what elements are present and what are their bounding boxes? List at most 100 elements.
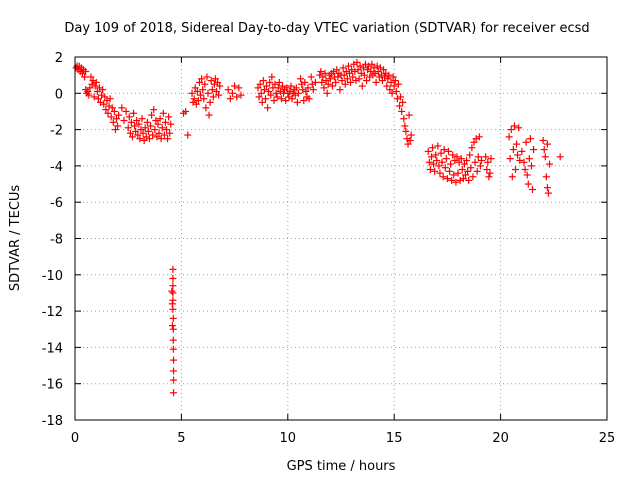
data-point (300, 97, 308, 105)
data-point (144, 127, 152, 135)
data-point (287, 82, 295, 90)
y-tick-label: -10 (42, 269, 63, 284)
data-point (301, 78, 309, 86)
data-point (432, 151, 440, 159)
data-point (168, 300, 176, 308)
data-point (469, 173, 477, 181)
data-point (400, 115, 408, 123)
data-point (164, 135, 172, 143)
data-point (332, 78, 340, 86)
data-point (85, 91, 93, 99)
data-point (477, 156, 485, 164)
data-point (394, 80, 402, 88)
data-point (436, 169, 444, 177)
data-point (170, 376, 178, 384)
data-point (190, 95, 198, 103)
data-point (130, 109, 138, 117)
data-point (523, 171, 531, 179)
data-point (293, 98, 301, 106)
data-point (184, 131, 192, 139)
data-point (484, 158, 492, 166)
x-tick-label: 20 (492, 431, 509, 446)
data-point (118, 104, 126, 112)
data-point (359, 64, 367, 72)
data-point (302, 87, 310, 95)
data-point (169, 296, 177, 304)
data-point (169, 305, 177, 313)
data-point (399, 98, 407, 106)
data-point (277, 95, 285, 103)
data-point (450, 171, 458, 179)
data-point (434, 142, 442, 150)
data-point (363, 77, 371, 85)
data-point (154, 120, 162, 128)
data-point (482, 153, 490, 161)
data-point (169, 345, 177, 353)
data-point (398, 107, 406, 115)
data-point (319, 73, 327, 81)
data-point (151, 126, 159, 134)
data-point (206, 98, 214, 106)
data-point (426, 166, 434, 174)
data-point (385, 71, 393, 79)
data-point (366, 73, 374, 81)
data-point (467, 164, 475, 172)
data-point (459, 175, 467, 183)
data-point (101, 93, 109, 101)
data-point (336, 86, 344, 94)
data-point (405, 111, 413, 119)
data-point (466, 151, 474, 159)
data-point (169, 314, 177, 322)
data-point (347, 78, 355, 86)
data-point (149, 131, 157, 139)
data-point (159, 109, 167, 117)
data-point (141, 124, 149, 132)
data-point (339, 64, 347, 72)
data-point (228, 89, 236, 97)
data-point (169, 274, 177, 282)
data-point (169, 265, 177, 273)
plot-frame (74, 56, 608, 421)
data-point (402, 127, 410, 135)
data-point (261, 95, 269, 103)
data-point (354, 66, 362, 74)
data-point (474, 153, 482, 161)
data-point (475, 133, 483, 141)
data-point (384, 75, 392, 83)
data-point (368, 60, 376, 68)
data-point (403, 135, 411, 143)
data-point (453, 153, 461, 161)
data-point (195, 78, 203, 86)
data-point (298, 80, 306, 88)
data-point (170, 356, 178, 364)
data-point (299, 86, 307, 94)
data-point (543, 184, 551, 192)
data-point (115, 111, 123, 119)
y-tick-label: -18 (42, 414, 63, 429)
data-point (165, 113, 173, 121)
data-point (207, 77, 215, 85)
data-point (169, 282, 177, 290)
data-point (510, 122, 518, 130)
data-point (343, 75, 351, 83)
data-point (541, 153, 549, 161)
data-point (525, 155, 533, 163)
data-point (373, 62, 381, 70)
data-point (464, 167, 472, 175)
data-point (446, 167, 454, 175)
y-tick-label: -8 (50, 233, 63, 248)
data-point (458, 166, 466, 174)
x-axis-label: GPS time / hours (287, 459, 396, 474)
data-point (169, 289, 177, 297)
data-point (263, 82, 271, 90)
data-point (148, 111, 156, 119)
data-point (86, 84, 94, 92)
data-point (268, 73, 276, 81)
data-point (515, 124, 523, 132)
data-point (471, 158, 479, 166)
data-point (483, 166, 491, 174)
data-point (424, 147, 432, 155)
data-point (197, 91, 205, 99)
data-point (546, 160, 554, 168)
